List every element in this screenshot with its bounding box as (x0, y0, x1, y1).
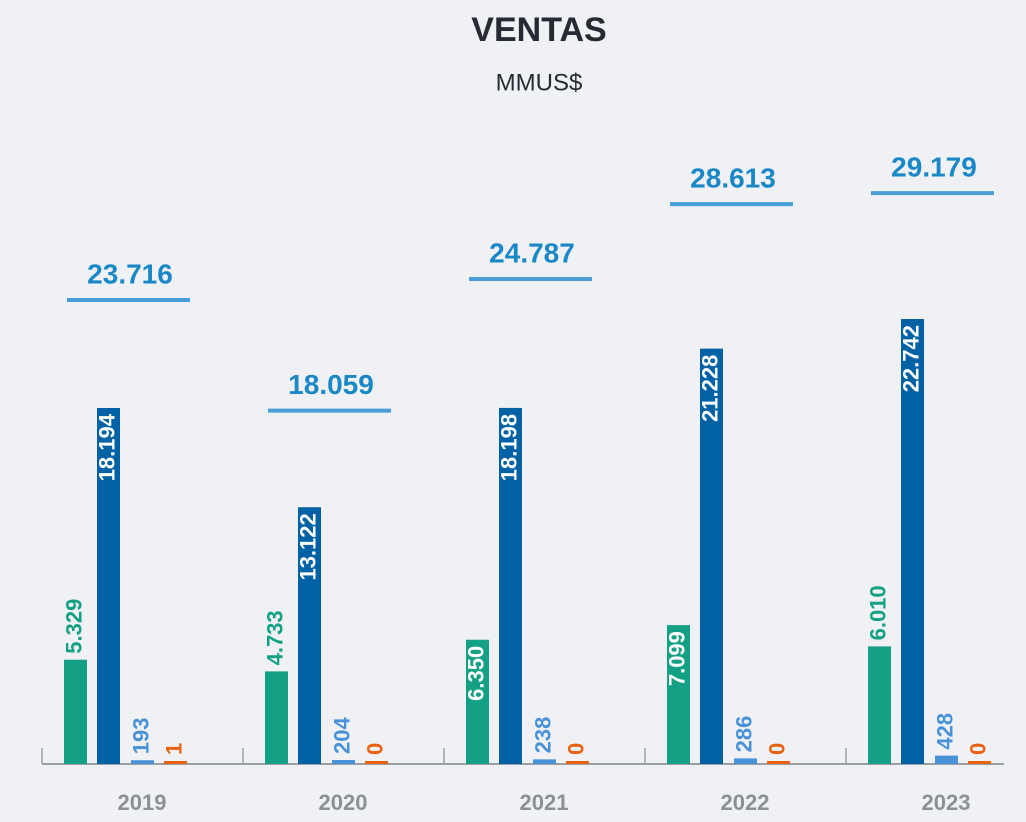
data-label: 13.122 (295, 513, 320, 580)
chart-subtitle: MMUS$ (496, 69, 583, 96)
data-label: 21.228 (697, 355, 722, 422)
data-label: 7.099 (664, 631, 689, 686)
data-label: 22.742 (898, 325, 923, 392)
bar (332, 760, 355, 764)
bar (298, 507, 321, 764)
data-label: 6.010 (865, 585, 890, 640)
bar (935, 755, 958, 764)
data-label: 193 (128, 718, 153, 755)
total-label: 24.787 (489, 237, 575, 268)
data-label: 428 (932, 713, 957, 750)
data-label: 18.198 (496, 414, 521, 481)
total-label: 29.179 (891, 151, 977, 182)
data-label: 0 (764, 743, 789, 755)
data-label: 0 (563, 743, 588, 755)
chart-title: VENTAS (471, 11, 606, 49)
x-tick-label: 2020 (319, 790, 368, 815)
data-label: 6.350 (463, 646, 488, 701)
x-tick-label: 2021 (520, 790, 569, 815)
bar (901, 319, 924, 764)
bar (734, 758, 757, 764)
data-label: 0 (965, 743, 990, 755)
data-label: 238 (530, 717, 555, 754)
bar (700, 348, 723, 764)
bar (164, 761, 187, 764)
bar (667, 625, 690, 764)
x-tick-label: 2019 (118, 790, 167, 815)
bar (566, 761, 589, 764)
bar (265, 671, 288, 764)
bar (868, 646, 891, 764)
bar (365, 761, 388, 764)
data-label: 204 (329, 717, 354, 754)
data-label: 0 (362, 743, 387, 755)
x-tick-label: 2022 (721, 790, 770, 815)
data-label: 4.733 (262, 610, 287, 665)
bar (466, 639, 489, 764)
data-label: 286 (731, 716, 756, 753)
bar (767, 761, 790, 764)
bar (968, 761, 991, 764)
data-label: 1 (161, 743, 186, 755)
data-label: 18.194 (94, 413, 119, 481)
bar (97, 408, 120, 764)
data-label: 5.329 (61, 599, 86, 654)
total-label: 28.613 (690, 163, 776, 194)
total-label: 23.716 (87, 258, 173, 289)
bar (64, 659, 87, 764)
x-tick-label: 2023 (922, 790, 971, 815)
bar (533, 759, 556, 764)
bar (499, 407, 522, 764)
total-label: 18.059 (288, 369, 374, 400)
bar (131, 760, 154, 764)
